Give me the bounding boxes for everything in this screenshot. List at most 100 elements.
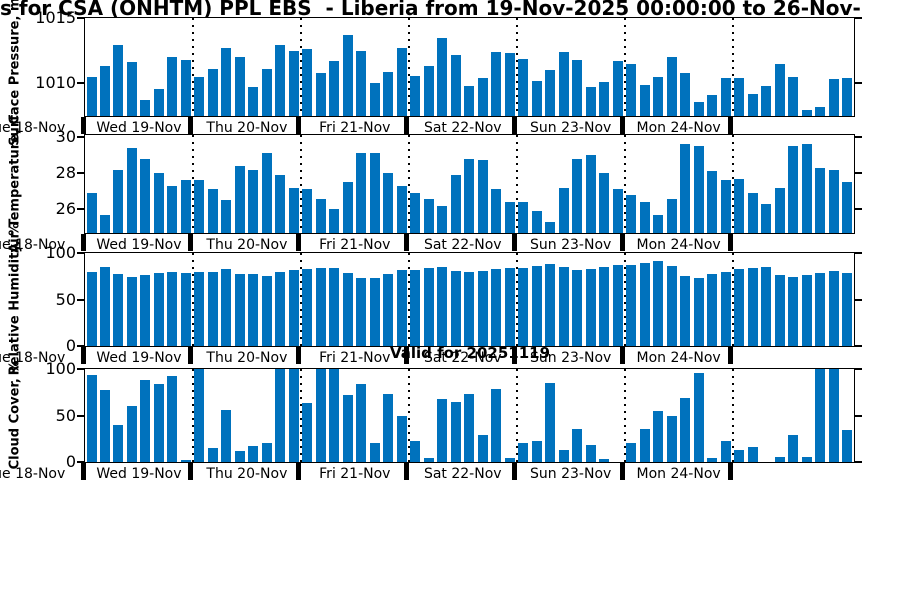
bar [99,390,110,462]
bar [599,459,610,462]
bar [221,200,232,233]
bar [801,457,812,462]
bar [734,268,745,346]
x-day-label: Tue 18-Nov [0,350,66,366]
bar [680,397,691,462]
bar [585,445,596,462]
day-boundary-tick [404,234,410,251]
y-tick-mark [855,17,862,19]
y-tick-label: 0 [65,336,76,355]
bar [153,88,164,116]
bar [666,198,677,233]
x-day-label: Sat 22-Nov [423,466,502,482]
bar [788,435,799,462]
bar [234,165,245,233]
bar [261,69,272,116]
day-boundary-tick [296,234,302,251]
x-day-label: Fri 21-Nov [319,120,391,136]
bar [221,409,232,462]
bar [86,374,97,462]
bar [842,78,852,116]
bar [234,273,245,346]
bar [180,460,191,462]
day-boundary-tick [80,347,86,364]
bar [113,169,124,233]
bar [734,178,745,233]
bar [842,182,852,233]
valid-annotation: Valid for 20251119 [389,344,551,362]
y-tick-mark [855,368,862,370]
bar [180,180,191,233]
y-tick-label: 26 [55,199,76,219]
bar [369,443,380,462]
bar [288,369,299,462]
x-day-label: Tue 18-Nov [0,237,66,253]
bar [396,48,407,116]
day-boundary-tick [620,234,626,251]
x-day-label: Sun 23-Nov [530,350,612,366]
x-day-label: Mon 24-Nov [636,120,721,136]
bar [194,369,205,462]
day-gridline [623,253,626,346]
day-boundary-tick [80,117,86,134]
bar [801,275,812,346]
bar [518,267,529,346]
bar [356,50,367,116]
y-tick-mark [77,208,84,211]
x-day-label: Fri 21-Nov [319,350,391,366]
bar [423,66,434,116]
day-boundary-tick [512,463,518,480]
bar [342,272,353,346]
bar [275,174,286,233]
bar [774,63,785,116]
bar [248,273,259,346]
bar [315,72,326,116]
bar [261,443,272,462]
bar [545,70,556,116]
day-gridline [407,253,410,346]
bar [140,275,151,346]
bar [761,267,772,346]
bar [815,106,826,116]
bar [788,76,799,116]
bar [423,458,434,462]
bar [140,158,151,233]
day-boundary-tick [512,117,518,134]
x-day-label: Tue 18-Nov [0,120,66,136]
bar [801,144,812,233]
y-tick-mark [77,414,84,417]
bar [153,272,164,346]
bar [774,457,785,462]
bar [680,72,691,116]
day-boundary-tick [80,463,86,480]
bar [612,61,623,116]
y-tick-mark [77,82,84,85]
bar [572,59,583,116]
day-boundary-tick [188,117,194,134]
bar [437,267,448,346]
bar [221,48,232,116]
bar [356,153,367,233]
y-tick-label: 50 [55,405,76,425]
bar [248,169,259,233]
bar [315,198,326,233]
bar [423,267,434,346]
bar [288,269,299,346]
bar [302,403,313,462]
y-tick-mark [77,135,84,138]
bar [342,395,353,462]
bar [558,267,569,346]
bar [99,214,110,233]
y-tick-mark [77,252,84,254]
bar [639,202,650,233]
bar [450,54,461,116]
x-day-label: Fri 21-Nov [319,466,391,482]
y-tick-mark [77,172,84,175]
bar [275,271,286,346]
bar [680,276,691,346]
bar [761,204,772,233]
bar [464,85,475,116]
bar [288,50,299,116]
bar [504,202,515,233]
